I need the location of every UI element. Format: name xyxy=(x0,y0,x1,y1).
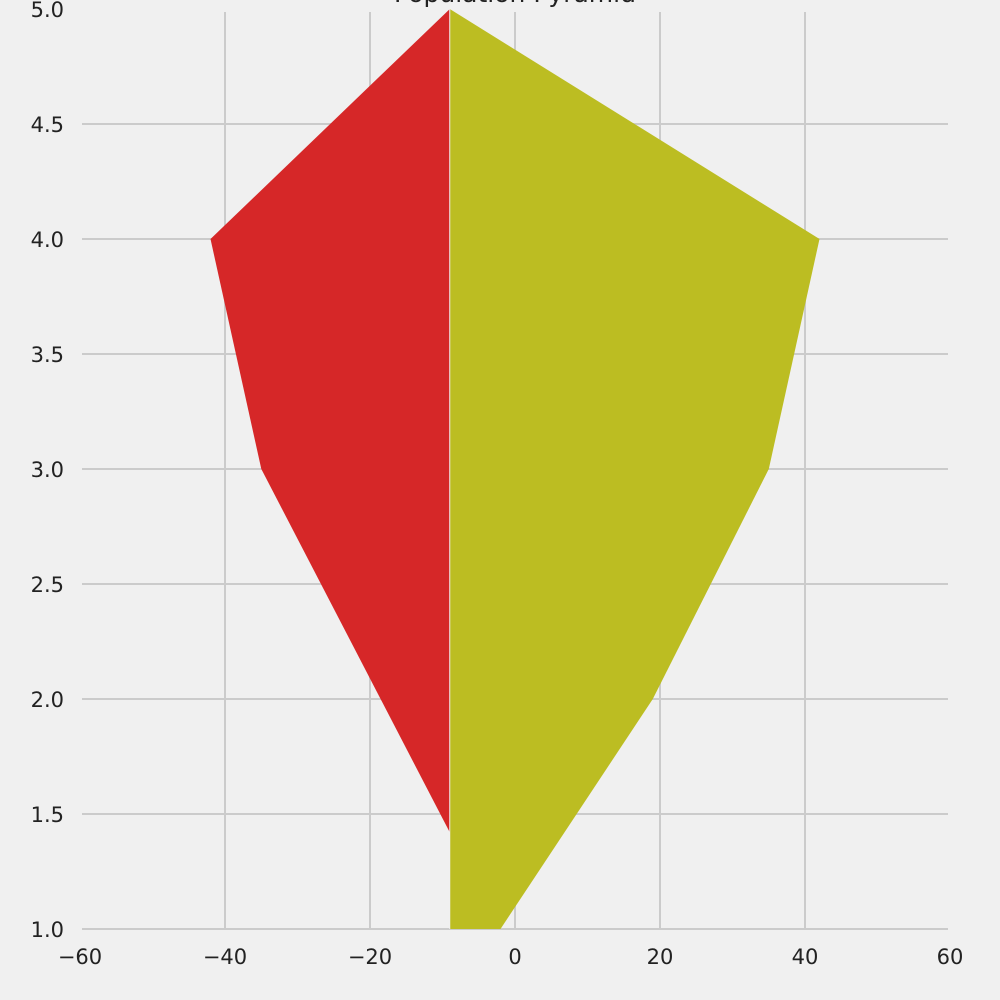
x-tick-label: 0 xyxy=(508,945,521,969)
y-tick-label: 4.0 xyxy=(31,228,64,252)
y-tick-label: 1.5 xyxy=(31,803,64,827)
area-left xyxy=(210,9,450,833)
x-tick-label: −40 xyxy=(203,945,247,969)
x-tick-label: −60 xyxy=(58,945,102,969)
x-axis-ticks: −60 −40 −20 0 20 40 60 xyxy=(58,945,964,969)
y-tick-label: 2.0 xyxy=(31,688,64,712)
x-tick-label: 60 xyxy=(937,945,964,969)
y-tick-label: 3.5 xyxy=(31,343,64,367)
y-tick-label: 1.0 xyxy=(31,918,64,942)
y-axis-ticks: 1.0 1.5 2.0 2.5 3.0 3.5 4.0 4.5 5.0 xyxy=(31,0,64,942)
y-tick-label: 5.0 xyxy=(31,0,64,22)
y-tick-label: 4.5 xyxy=(31,113,64,137)
chart-title: Population Pyramid xyxy=(394,0,636,8)
area-series xyxy=(210,9,820,929)
x-tick-label: 40 xyxy=(792,945,819,969)
y-tick-label: 3.0 xyxy=(31,458,64,482)
x-tick-label: −20 xyxy=(348,945,392,969)
area-right xyxy=(449,9,820,929)
y-tick-label: 2.5 xyxy=(31,573,64,597)
x-tick-label: 20 xyxy=(647,945,674,969)
